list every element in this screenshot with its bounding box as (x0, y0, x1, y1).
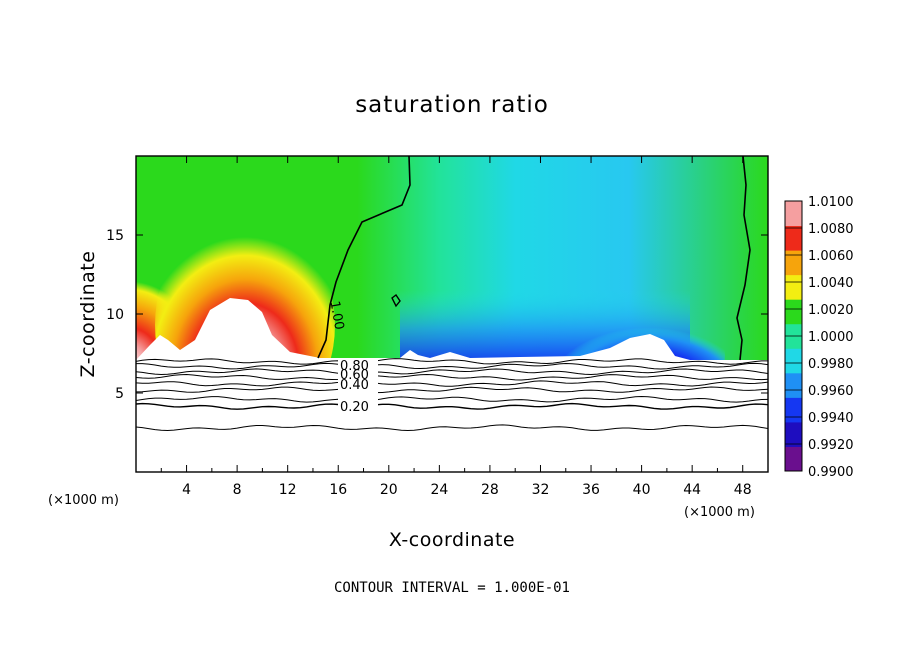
colorbar-swatch (785, 372, 802, 398)
x-tick-label: 32 (532, 482, 550, 498)
y-axis-unit: (×1000 m) (48, 493, 119, 508)
colorbar: 1.0100 1.0080 1.0060 1.0040 1.0020 1.0000 0.99… (785, 195, 854, 480)
colorbar-swatch (785, 274, 802, 300)
colorbar-label: 1.0040 (808, 276, 854, 291)
x-tick-label: 20 (380, 482, 398, 498)
colorbar-label: 0.9980 (808, 357, 854, 372)
colorbar-swatch (785, 225, 802, 251)
colorbar-label: 1.0020 (808, 303, 854, 318)
contour-labels: 1.00 0.80 0.60 0.40 0.20 (327, 300, 378, 415)
contour-label-0-60: 0.60 (340, 368, 369, 383)
contour-label-0-20: 0.20 (340, 400, 369, 415)
contour-line (136, 373, 768, 381)
contour-line (136, 402, 768, 410)
colorbar-swatch (785, 299, 802, 325)
y-tick-label: 5 (115, 386, 124, 402)
contour-line (136, 362, 768, 370)
contour-line (136, 395, 768, 403)
colorbar-swatch (785, 250, 802, 276)
contour-line (136, 386, 768, 394)
contour-line-1-00-right (736, 156, 751, 361)
x-axis-unit: (×1000 m) (684, 505, 755, 520)
colorbar-label: 1.0080 (808, 222, 854, 237)
colorbar-label: 0.9940 (808, 411, 854, 426)
contour-line-1-00-small-loop (391, 293, 401, 308)
x-tick-label: 48 (734, 482, 752, 498)
colorbar-swatch (785, 446, 802, 472)
contour-label-0-80: 0.80 (340, 359, 369, 374)
contour-line-1-00-left (317, 156, 411, 359)
y-tick-label: 10 (106, 307, 124, 323)
contour-line (136, 368, 768, 376)
x-tick-label: 36 (582, 482, 600, 498)
contour-label-1-00: 1.00 (327, 300, 347, 331)
contour-line (136, 358, 768, 365)
x-axis-label: X-coordinate (389, 529, 515, 551)
y-axis-label: Z-coordinate (77, 251, 99, 378)
colorbar-swatch (785, 421, 802, 447)
colorbar-label: 1.0100 (808, 195, 854, 210)
lower-contour-lines (136, 358, 768, 432)
x-axis: 4 8 12 16 20 24 28 32 36 40 44 48 (160, 156, 752, 498)
x-tick-label: 40 (633, 482, 651, 498)
colorbar-label: 1.0000 (808, 330, 854, 345)
x-tick-label: 24 (430, 482, 448, 498)
colorbar-label: 0.9900 (808, 465, 854, 480)
x-tick-label: 8 (233, 482, 242, 498)
colorbar-border (784, 200, 803, 472)
colorbar-swatch (785, 201, 802, 227)
colorbar-swatch (785, 348, 802, 374)
x-tick-label: 4 (182, 482, 191, 498)
contour-line (136, 424, 768, 432)
contour-line (136, 380, 768, 387)
contour-label-0-40: 0.40 (340, 378, 369, 393)
x-tick-label: 12 (279, 482, 297, 498)
colorbar-swatch (785, 397, 802, 423)
mountain-terrain (136, 298, 768, 472)
y-tick-label: 15 (106, 228, 124, 244)
x-tick-label: 28 (481, 482, 499, 498)
colorbar-label: 1.0060 (808, 249, 854, 264)
colorbar-label: 0.9960 (808, 384, 854, 399)
x-tick-label: 44 (683, 482, 701, 498)
plot-area (136, 156, 768, 472)
x-tick-label: 16 (329, 482, 347, 498)
contour-interval-note: CONTOUR INTERVAL = 1.000E-01 (334, 580, 570, 596)
colorbar-label: 0.9920 (808, 438, 854, 453)
y-axis: 5 10 15 (106, 228, 768, 402)
chart-title: saturation ratio (355, 92, 549, 118)
